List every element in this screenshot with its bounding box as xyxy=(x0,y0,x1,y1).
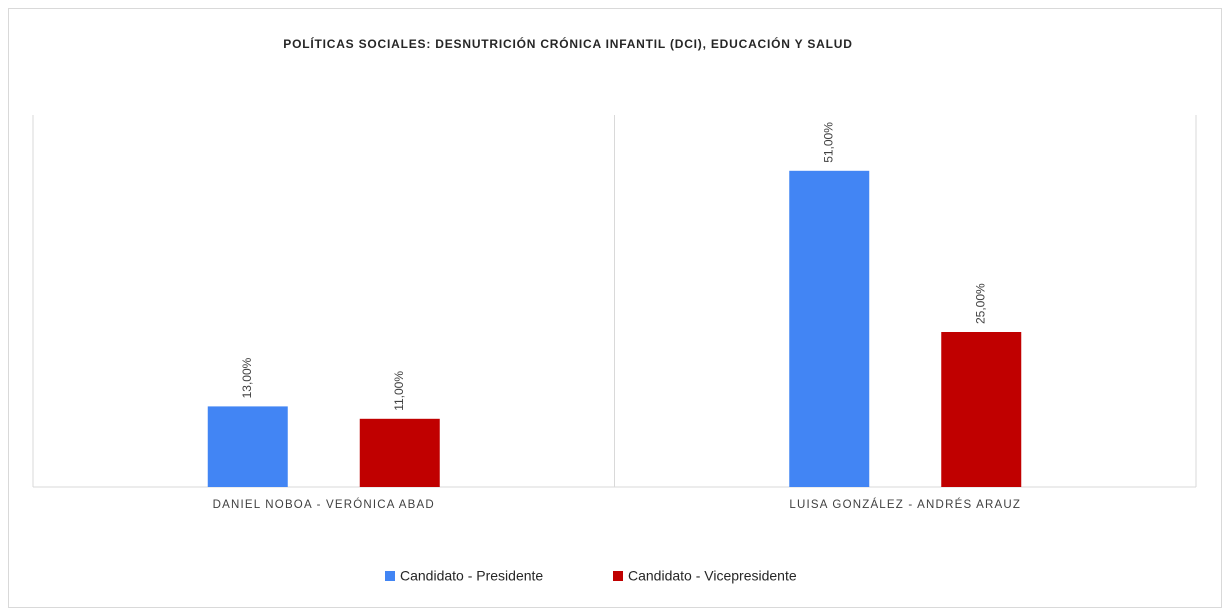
legend-swatch xyxy=(613,571,623,581)
data-label: 25,00% xyxy=(973,283,987,324)
data-label: 51,00% xyxy=(821,122,835,163)
bar xyxy=(207,406,288,487)
x-tick-label: DANIEL NOBOA - VERÓNICA ABAD xyxy=(213,498,435,511)
data-label: 13,00% xyxy=(240,357,254,398)
data-label: 11,00% xyxy=(392,371,406,411)
chart-title: POLÍTICAS SOCIALES: DESNUTRICIÓN CRÓNICA… xyxy=(283,36,852,51)
legend-label: Candidato - Vicepresidente xyxy=(628,568,797,584)
legend-swatch xyxy=(385,571,395,581)
bar xyxy=(789,170,870,488)
bar xyxy=(941,332,1022,487)
x-tick-label: LUISA GONZÁLEZ - ANDRÉS ARAUZ xyxy=(789,498,1021,511)
legend-label: Candidato - Presidente xyxy=(400,568,543,584)
bar xyxy=(359,418,440,487)
